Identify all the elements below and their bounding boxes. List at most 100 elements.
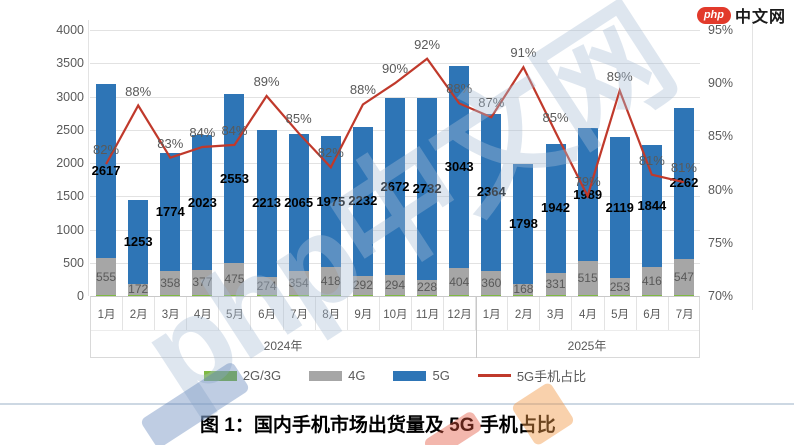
left-axis-tick: 3500 [56,56,84,71]
bar-4g-segment [96,258,117,295]
bar-2g3g-segment [256,295,277,296]
right-axis-tick: 85% [708,129,734,144]
bar-2g3g-segment [545,295,566,296]
month-label: 2月 [123,297,156,330]
bar-4g-segment [513,283,534,295]
gridline [90,63,700,65]
bar-4g-value-label: 292 [352,278,373,293]
bar-4g-value-label: 274 [256,278,277,293]
bar-2g3g-segment [320,295,341,296]
month-label: 4月 [572,297,605,330]
bar-4g-segment [673,258,694,295]
bar-2g3g-segment [577,295,598,296]
bar-5g-value-label: 3043 [444,158,474,174]
bar-4g-value-label: 475 [224,272,245,287]
bar-4g-segment [641,267,662,295]
percent-data-label: 89% [606,68,633,84]
percent-data-label: 92% [414,36,441,52]
bar-5g-value-label: 2364 [476,184,506,200]
percent-data-label: 87% [478,95,505,111]
month-label: 1月 [476,297,509,330]
month-label: 12月 [444,297,477,330]
month-label: 11月 [412,297,445,330]
bar-5g-segment [96,84,117,259]
figure-caption: 图 1：国内手机市场出货量及 5G 手机占比 [200,415,556,436]
bar-2g3g-segment [128,295,149,296]
percent-data-label: 83% [157,135,184,151]
bar-4g-segment [481,271,502,295]
php-logo-badge: php [696,6,731,24]
month-label: 9月 [348,297,380,330]
bar-4g-value-label: 416 [641,274,662,289]
month-label: 10月 [380,297,412,330]
bar-4g-value-label: 547 [673,269,694,284]
plot-area: 555 2617 172 1253 358 1774 377 2023 475 2553 274 22… [90,30,700,297]
left-axis-tick: 4000 [56,23,84,37]
month-label: 5月 [219,297,252,330]
percent-data-label: 84% [221,122,248,138]
bar-4g-value-label: 228 [417,280,438,295]
bar-5g-value-label: 2119 [605,199,634,215]
5g-share-polyline [105,57,685,199]
bar-4g-segment [320,267,341,295]
bar-5g-segment [449,65,470,269]
bar-5g-value-label: 2232 [348,193,378,209]
footer-divider [0,403,794,405]
percent-data-label: 82% [93,142,120,158]
bar-4g-value-label: 418 [320,274,341,289]
bar-5g-value-label: 1844 [637,198,667,214]
bar-5g-segment [256,129,277,277]
month-label: 6月 [637,297,669,330]
legend-line-swatch [477,374,511,377]
bar-4g-segment [449,268,470,295]
legend-label: 5G [432,368,450,383]
month-label: 1月 [91,297,124,330]
percent-data-label: 81% [670,160,697,176]
bar-4g-segment [192,269,213,295]
percent-data-label: 90% [381,61,409,77]
bar-5g-value-label: 2617 [91,163,121,179]
month-label: 7月 [675,308,694,321]
percent-data-label: 88% [446,81,473,97]
right-frame-line [752,20,753,310]
percent-data-label: 82% [317,145,344,161]
bar-5g-segment [320,135,341,268]
site-logo[interactable]: php 中文网 [696,3,786,27]
bar-4g-value-label: 168 [513,282,534,297]
bar-2g3g-segment [513,295,534,296]
legend-item: 5G手机占比 [477,366,587,385]
right-axis-tick: 80% [708,182,734,197]
gridline [90,30,700,31]
left-axis-tick: 2000 [56,156,84,170]
bar-2g3g-segment [641,295,662,296]
bar-5g-segment [385,97,405,276]
bar-2g3g-segment [352,295,373,296]
left-axis-tick: 2500 [56,122,84,137]
legend-label: 2G/3G [242,368,282,383]
year-group-separator [476,297,478,358]
month-label: 4月 [187,297,220,330]
bar-4g-value-label: 377 [192,275,213,290]
year-label: 2025年 [567,338,607,353]
bar-4g-value-label: 404 [449,274,470,289]
bar-5g-value-label: 2732 [412,181,442,196]
bar-5g-value-label: 2553 [220,170,249,186]
gridline [90,96,700,98]
bar-4g-value-label: 331 [545,276,566,291]
bar-4g-value-label: 360 [481,276,502,291]
left-axis-tick: 500 [63,255,84,270]
bar-5g-segment [417,98,438,280]
bar-4g-value-label: 354 [288,276,309,291]
bar-2g3g-segment [96,295,117,296]
percent-data-label: 81% [638,152,665,168]
bar-5g-segment [481,113,502,272]
bar-5g-value-label: 2065 [284,194,314,210]
legend-item: 2G/3G [203,368,282,383]
bar-5g-segment [160,153,181,272]
bar-2g3g-segment [224,295,245,296]
bar-5g-value-label: 1774 [155,204,185,220]
legend-label: 5G手机占比 [516,369,587,384]
bar-5g-value-label: 2262 [669,175,699,191]
month-label: 5月 [605,297,637,330]
